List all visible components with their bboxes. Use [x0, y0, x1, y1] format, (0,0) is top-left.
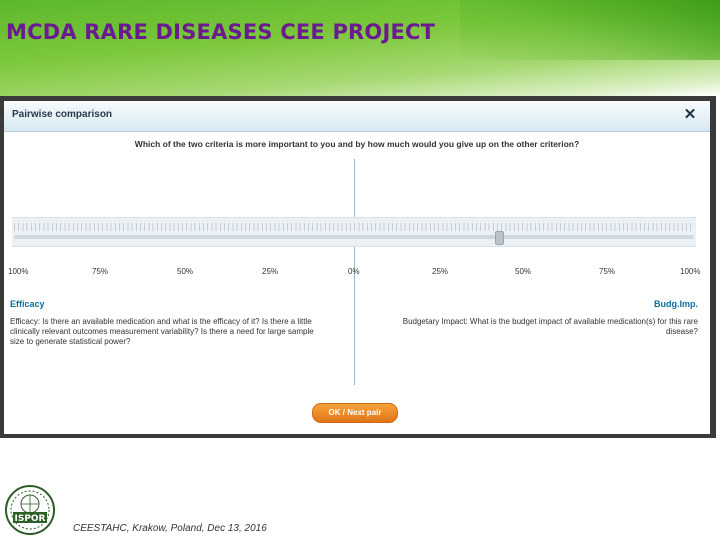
scale-label: 100% — [8, 267, 29, 276]
scale-label: 25% — [432, 267, 449, 276]
logo-text: ISPOR — [14, 514, 45, 524]
ok-next-pair-button[interactable]: OK / Next pair — [312, 403, 398, 423]
slider-thumb[interactable] — [495, 231, 504, 245]
center-divider — [354, 159, 355, 385]
left-criterion-name: Efficacy — [10, 299, 45, 309]
scale-label: 0% — [348, 267, 360, 276]
slider-band — [12, 217, 696, 247]
dialog-title: Pairwise comparison — [12, 109, 113, 120]
scale-label: 50% — [177, 267, 194, 276]
question-text: Which of the two criteria is more import… — [134, 139, 580, 149]
scale-label: 25% — [262, 267, 279, 276]
ispor-logo: ISPOR — [5, 485, 55, 535]
scale-label: 100% — [680, 267, 701, 276]
right-criterion-description: Budgetary Impact: What is the budget imp… — [402, 317, 698, 336]
scale-label: 50% — [515, 267, 532, 276]
footer-text: CEESTAHC, Krakow, Poland, Dec 13, 2016 — [73, 523, 267, 534]
left-criterion-description: Efficacy: Is there an available medicati… — [10, 317, 314, 346]
scale-label: 75% — [92, 267, 109, 276]
close-icon[interactable]: ✕ — [683, 106, 697, 123]
slide-title: MCDA RARE DISEASES CEE PROJECT — [6, 20, 436, 44]
dialog-titlebar: Pairwise comparison ✕ — [4, 101, 710, 132]
slider-track[interactable] — [14, 235, 694, 239]
scale-label: 75% — [599, 267, 616, 276]
dialog-body: Pairwise comparison ✕ Which of the two c… — [4, 101, 710, 434]
header-gradient — [460, 0, 720, 60]
slide-header: MCDA RARE DISEASES CEE PROJECT — [0, 0, 720, 96]
pairwise-dialog: Pairwise comparison ✕ Which of the two c… — [0, 96, 716, 438]
slider-ticks — [14, 223, 694, 231]
right-criterion-name: Budg.Imp. — [654, 299, 698, 309]
